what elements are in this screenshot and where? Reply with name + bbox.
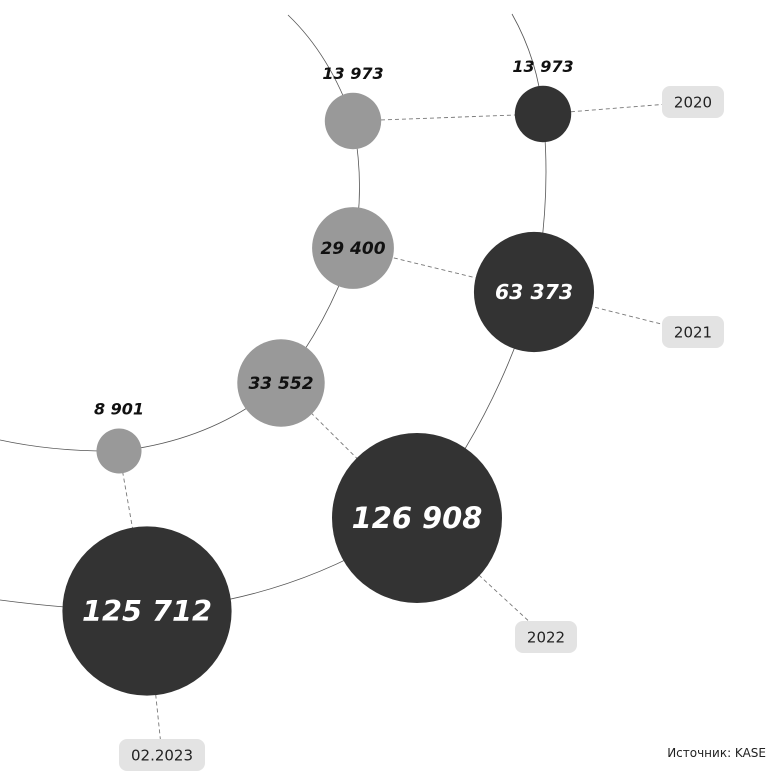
period-labels: 2020 2021 2022 02.2023 — [119, 86, 724, 771]
bubble-dark-2020 — [514, 85, 572, 143]
period-box-2022 — [515, 621, 577, 653]
period-label-2020: 2020 — [674, 94, 712, 112]
period-label-2021: 2021 — [674, 324, 712, 342]
bubble-light-2021 — [312, 207, 394, 289]
connector-2020-series — [352, 113, 544, 122]
period-label-02.2023: 02.2023 — [131, 747, 193, 765]
bubble-light-2020 — [324, 92, 382, 150]
value-label-dark-2021: 63 373 — [495, 280, 573, 304]
period-box-2021 — [662, 316, 724, 348]
source-note: Источник: KASE — [667, 746, 766, 760]
bubble-light-2022 — [237, 339, 325, 427]
value-label-light-2022: 33 552 — [248, 374, 313, 394]
value-label-dark-2022: 126 908 — [352, 501, 483, 535]
bubble-dark-2021 — [473, 231, 595, 353]
period-box-2020 — [662, 86, 724, 118]
bubble-dark-2022 — [332, 433, 502, 603]
value-label-dark-02.2023: 125 712 — [82, 594, 212, 628]
value-label-light-02.2023: 8 901 — [94, 399, 144, 418]
bubble-light-02.2023 — [96, 428, 142, 474]
period-box-02.2023 — [119, 739, 205, 771]
bubble-dark-02.2023 — [62, 526, 232, 696]
value-label-dark-2020: 13 973 — [512, 57, 573, 76]
bubbles: 13 973 29 400 33 552 8 901 13 973 63 373 126 9… — [62, 57, 595, 696]
value-label-light-2020: 13 973 — [322, 64, 383, 83]
period-label-2022: 2022 — [527, 629, 565, 647]
value-label-light-2021: 29 400 — [320, 239, 385, 259]
